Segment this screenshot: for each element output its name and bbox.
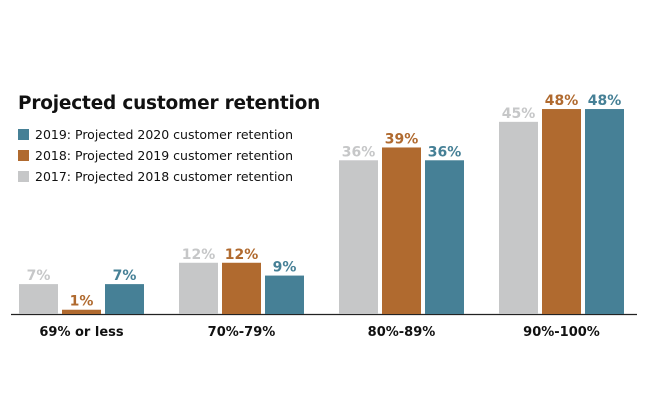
data-label: 7% [27,268,51,284]
bar [222,262,261,314]
legend-swatch [18,171,29,182]
data-label: 12% [225,247,259,263]
legend-item: 2019: Projected 2020 customer retention [18,124,293,145]
bar [339,160,378,314]
bar [62,309,101,314]
data-label: 36% [428,144,462,160]
bar [179,262,218,314]
data-label: 7% [113,268,137,284]
legend-label: 2019: Projected 2020 customer retention [35,127,293,142]
bar [105,284,144,314]
data-label: 12% [182,247,216,263]
bar [19,284,58,314]
data-label: 39% [385,131,419,147]
legend-label: 2017: Projected 2018 customer retention [35,169,293,184]
legend: 2019: Projected 2020 customer retention … [18,124,293,187]
data-label: 1% [70,294,94,310]
bar [585,109,624,314]
data-label: 48% [588,93,622,109]
legend-item: 2018: Projected 2019 customer retention [18,145,293,166]
data-label: 48% [545,93,579,109]
data-label: 36% [342,144,376,160]
bar [425,160,464,314]
data-label: 9% [273,260,297,276]
x-tick-label: 69% or less [39,325,124,340]
bar [265,275,304,314]
chart-title: Projected customer retention [18,93,321,114]
bar [382,147,421,314]
legend-swatch [18,150,29,161]
legend-label: 2018: Projected 2019 customer retention [35,148,293,163]
x-tick-label: 70%-79% [208,325,276,340]
bar [542,109,581,314]
x-tick-label: 80%-89% [368,325,436,340]
x-tick-label: 90%-100% [523,325,600,340]
legend-item: 2017: Projected 2018 customer retention [18,166,293,187]
data-label: 45% [502,106,536,122]
bar [499,121,538,314]
legend-swatch [18,129,29,140]
